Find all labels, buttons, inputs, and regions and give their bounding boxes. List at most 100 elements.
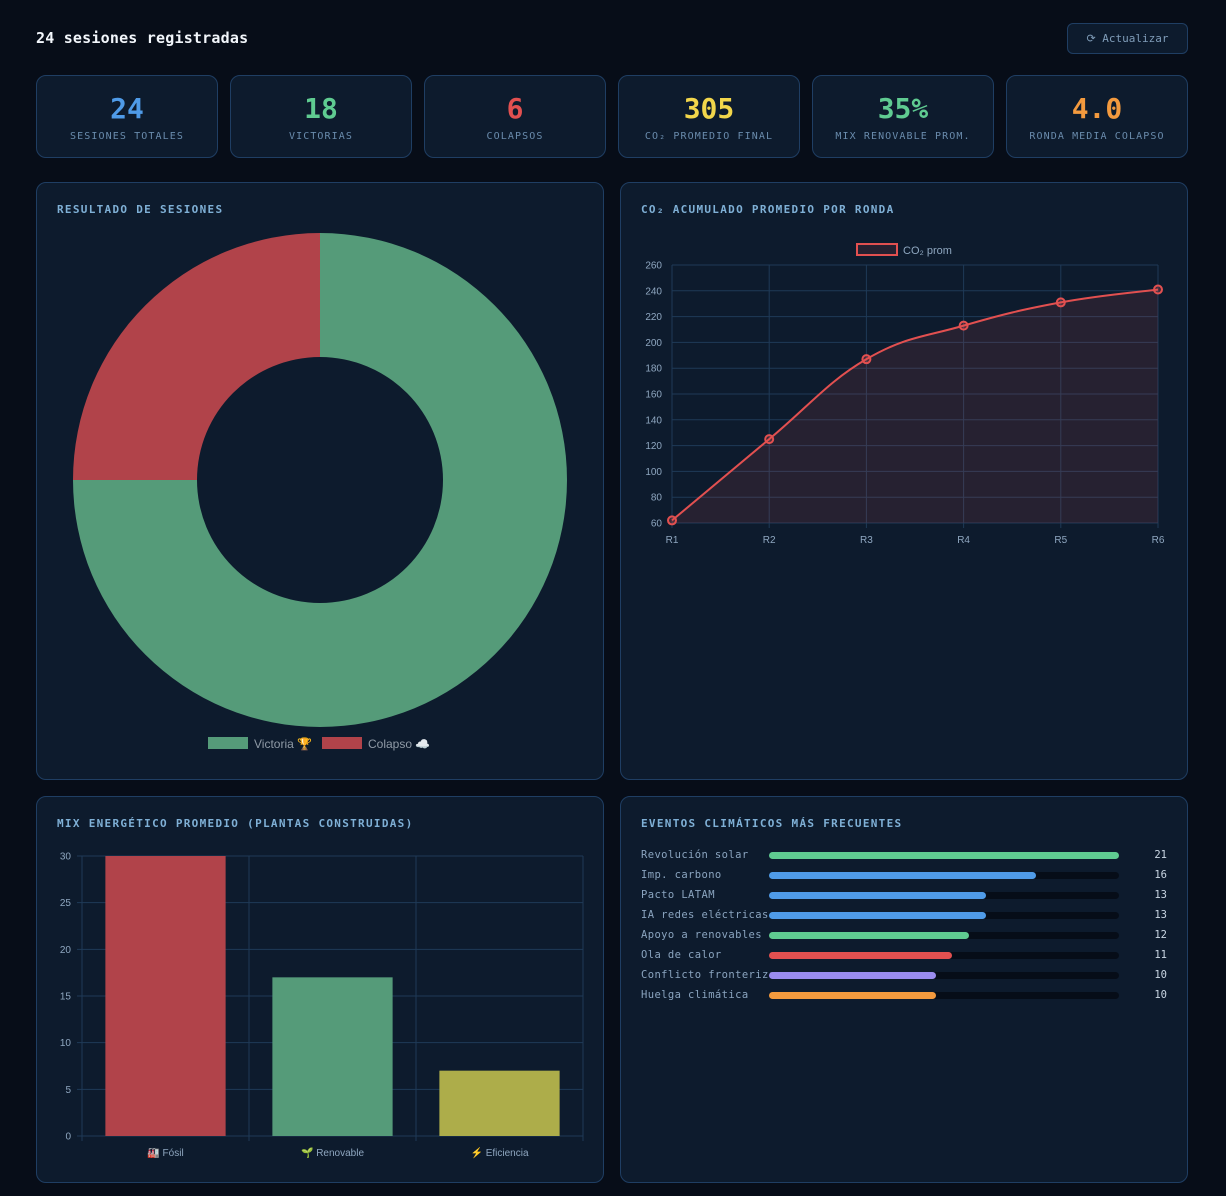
- stat-label: Ronda media colapso: [1029, 130, 1165, 142]
- event-count: 10: [1154, 969, 1167, 981]
- event-bar: [769, 951, 953, 959]
- data-point: [667, 515, 677, 526]
- x-tick-label: 🌱 Renovable: [301, 1147, 364, 1159]
- y-tick-label: 100: [645, 467, 662, 478]
- event-label: Ola de calor: [641, 949, 722, 961]
- stat-label: CO₂ promedio final: [644, 130, 774, 142]
- data-point: [764, 434, 775, 445]
- panel-title: Resultado de sesiones: [57, 203, 224, 216]
- event-bar-track: [769, 871, 1119, 879]
- event-row: Conflicto fronterizo 10: [641, 965, 1167, 985]
- event-label: Imp. carbono: [641, 869, 722, 881]
- x-tick-label: R5: [1054, 535, 1067, 546]
- stat-value: 18: [304, 91, 338, 125]
- event-bar-track: [769, 951, 1119, 959]
- y-tick-label: 160: [645, 390, 662, 401]
- y-tick-label: 15: [60, 992, 72, 1003]
- series-line: [671, 288, 1159, 522]
- stats-row: 24 Sesiones totales 18 Victorias 6 Colap…: [36, 75, 1188, 158]
- y-tick-label: 10: [60, 1038, 72, 1049]
- results-panel: Resultado de sesiones Victoria 🏆 Colapso …: [36, 182, 604, 780]
- donut-slice: [73, 233, 567, 727]
- co2-panel: CO₂ acumulado promedio por ronda 60 80 100…: [620, 182, 1188, 780]
- stat-card-renewable-mix: 35% Mix renovable prom.: [812, 75, 994, 158]
- event-bar: [769, 851, 1119, 859]
- panel-title: Eventos climáticos más frecuentes: [641, 817, 903, 830]
- event-label: Revolución solar: [641, 849, 749, 861]
- event-bar: [769, 871, 1036, 879]
- event-row: Ola de calor 11: [641, 945, 1167, 965]
- event-bar: [769, 931, 969, 939]
- event-row: Imp. carbono 16: [641, 865, 1167, 885]
- mix-panel: Mix energético promedio (plantas constru…: [36, 796, 604, 1183]
- stat-card-total: 24 Sesiones totales: [36, 75, 218, 158]
- legend-label: Colapso ☁️: [368, 737, 430, 751]
- legend-swatch: [856, 243, 898, 256]
- event-bar-track: [769, 931, 1119, 939]
- stat-value: 24: [110, 91, 144, 125]
- event-label: Huelga climática: [641, 989, 749, 1001]
- y-tick-label: 240: [645, 286, 662, 297]
- event-bar: [769, 971, 936, 979]
- stat-label: Victorias: [288, 130, 354, 142]
- event-label: Pacto LATAM: [641, 889, 715, 901]
- event-count: 12: [1154, 929, 1167, 941]
- y-tick-label: 120: [645, 441, 662, 452]
- stat-card-co2: 305 CO₂ promedio final: [618, 75, 800, 158]
- page-title: 24 sesiones registradas: [36, 29, 249, 47]
- event-label: IA redes eléctricas: [641, 909, 769, 921]
- stat-card-collapse-round: 4.0 Ronda media colapso: [1006, 75, 1188, 158]
- y-tick-label: 0: [65, 1132, 71, 1143]
- x-tick-label: R3: [860, 535, 873, 546]
- y-tick-label: 80: [651, 493, 663, 504]
- event-bar-track: [769, 911, 1119, 919]
- event-row: Huelga climática 10: [641, 985, 1167, 1005]
- event-count: 16: [1154, 869, 1167, 881]
- panel-title: Mix energético promedio (plantas constru…: [57, 817, 414, 830]
- donut-chart: Victoria 🏆 Colapso ☁️: [73, 233, 567, 751]
- event-row: IA redes eléctricas 13: [641, 905, 1167, 925]
- data-point: [861, 354, 872, 365]
- event-count: 13: [1154, 889, 1167, 901]
- event-count: 21: [1154, 849, 1167, 861]
- y-tick-label: 180: [645, 364, 662, 375]
- y-tick-label: 260: [645, 261, 662, 272]
- y-tick-label: 220: [645, 312, 662, 323]
- stat-card-victories: 18 Victorias: [230, 75, 412, 158]
- event-bar-track: [769, 971, 1119, 979]
- x-tick-label: R2: [763, 535, 776, 546]
- event-count: 13: [1154, 909, 1167, 921]
- stat-value: 6: [506, 91, 524, 125]
- event-bar-track: [769, 991, 1119, 999]
- y-tick-label: 25: [60, 898, 72, 909]
- line-chart: 60 80 100 120 140 160 180 200 220 240 260 R1 R2 R3 R4 R…: [645, 243, 1165, 546]
- y-tick-label: 30: [60, 852, 72, 863]
- event-row: Revolución solar 21: [641, 845, 1167, 865]
- legend-swatch: [208, 737, 248, 749]
- event-bar: [769, 991, 936, 999]
- area-fill: [672, 289, 1158, 523]
- event-label: Apoyo a renovables: [641, 929, 762, 941]
- bar: [439, 1070, 560, 1136]
- x-tick-label: 🏭 Fósil: [147, 1147, 183, 1159]
- data-point: [958, 320, 969, 331]
- legend-label: Victoria 🏆: [254, 737, 312, 751]
- stat-value: 305: [683, 91, 735, 125]
- stat-card-collapses: 6 Colapsos: [424, 75, 606, 158]
- stat-value: 35%: [877, 91, 929, 125]
- x-tick-label: R1: [666, 535, 679, 546]
- y-tick-label: 20: [60, 945, 72, 956]
- refresh-button[interactable]: ⟳ Actualizar: [1067, 22, 1188, 54]
- event-bar: [769, 911, 986, 919]
- bar: [272, 977, 393, 1136]
- bar: [105, 856, 226, 1136]
- y-tick-label: 60: [651, 519, 663, 530]
- y-tick-label: 5: [65, 1085, 71, 1096]
- event-label: Conflicto fronterizo: [641, 969, 776, 981]
- stat-label: Sesiones totales: [70, 130, 184, 142]
- x-tick-label: R6: [1152, 535, 1165, 546]
- stat-label: Mix renovable prom.: [835, 130, 971, 142]
- legend-label: CO₂ prom: [903, 245, 952, 257]
- stat-value: 4.0: [1071, 91, 1123, 125]
- data-point: [1055, 297, 1066, 308]
